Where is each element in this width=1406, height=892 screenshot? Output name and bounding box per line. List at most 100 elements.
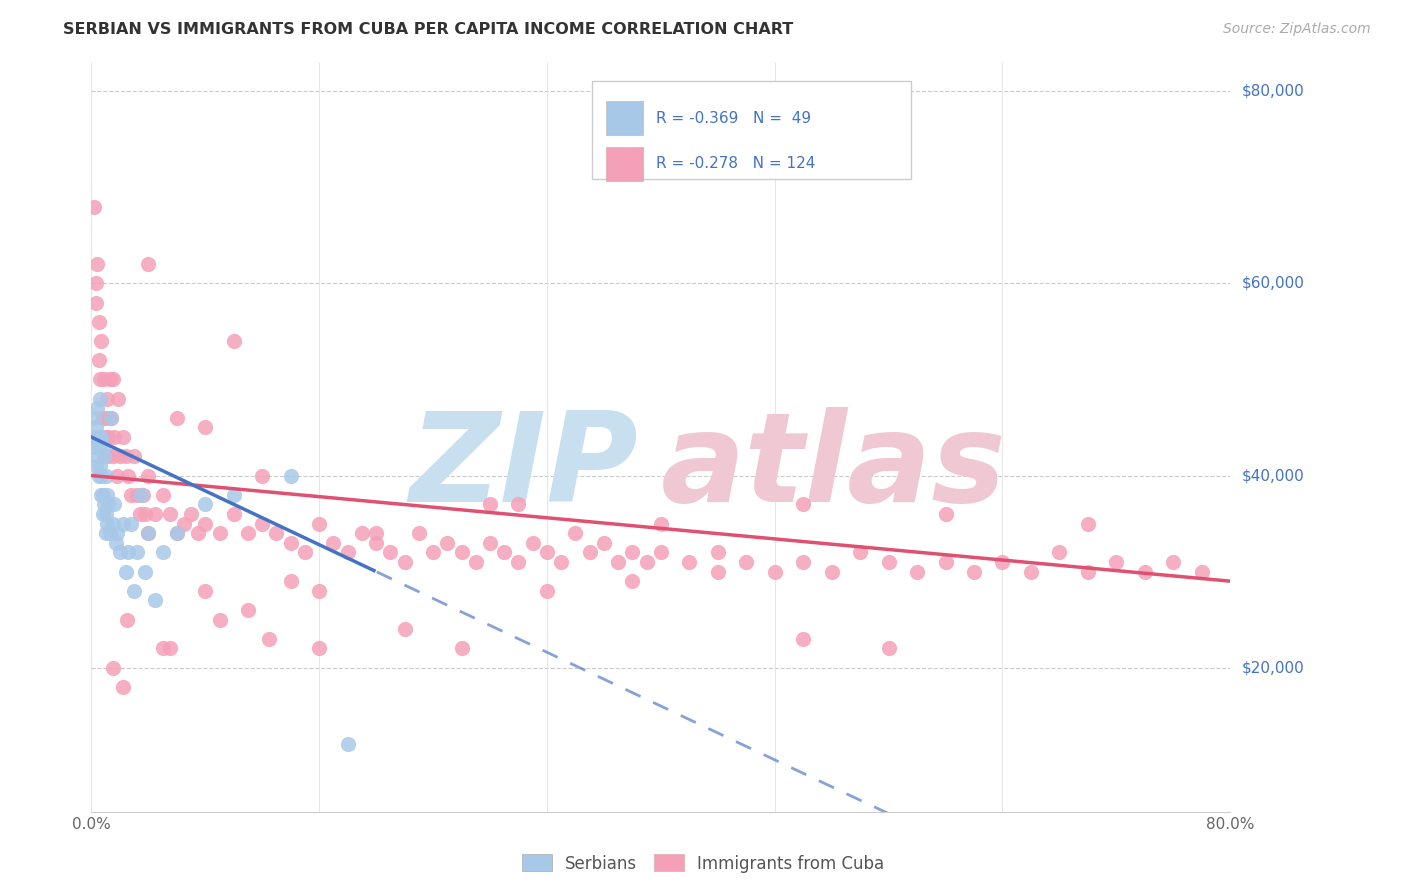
Point <box>86 257 108 271</box>
Point <box>194 420 217 434</box>
Point <box>86 450 108 464</box>
Point <box>90 334 112 348</box>
Point <box>180 507 202 521</box>
FancyBboxPatch shape <box>606 102 643 135</box>
Point <box>159 507 181 521</box>
Point <box>90 468 112 483</box>
Point <box>536 545 558 559</box>
Point <box>607 555 630 569</box>
Point <box>117 545 139 559</box>
Point <box>94 526 117 541</box>
Point <box>877 555 900 569</box>
Point <box>87 353 110 368</box>
Point <box>792 497 814 511</box>
Point <box>87 430 110 444</box>
Point <box>222 334 245 348</box>
Point <box>478 535 502 549</box>
Point <box>98 526 121 541</box>
Point <box>83 440 105 454</box>
Point <box>93 450 115 464</box>
Point <box>120 488 142 502</box>
Point <box>125 545 148 559</box>
Point <box>187 526 209 541</box>
Point <box>394 555 416 569</box>
Point <box>94 468 117 483</box>
Point <box>145 593 167 607</box>
Point <box>111 516 134 531</box>
Point <box>86 401 108 416</box>
Point <box>152 641 174 656</box>
Point <box>91 507 114 521</box>
Point <box>84 420 107 434</box>
Point <box>222 488 245 502</box>
Point <box>104 535 127 549</box>
Point <box>934 555 956 569</box>
Point <box>152 488 174 502</box>
Point <box>138 468 160 483</box>
Point <box>114 450 136 464</box>
Point <box>877 641 900 656</box>
Point <box>408 526 430 541</box>
Point <box>122 450 145 464</box>
Point <box>792 632 814 646</box>
Point <box>96 488 118 502</box>
Point <box>650 516 672 531</box>
Point <box>105 468 128 483</box>
Point <box>89 392 111 406</box>
Point <box>280 535 302 549</box>
Point <box>422 545 444 559</box>
Point <box>308 641 330 656</box>
Point <box>96 516 118 531</box>
Point <box>436 535 458 549</box>
Point <box>706 545 728 559</box>
Point <box>250 516 273 531</box>
Point <box>763 565 786 579</box>
Point <box>122 583 145 598</box>
Point <box>208 613 231 627</box>
Point <box>103 430 125 444</box>
Point <box>336 738 359 752</box>
Point <box>508 497 530 511</box>
Point <box>105 526 128 541</box>
Point <box>934 507 956 521</box>
Point <box>849 545 872 559</box>
Point <box>820 565 842 579</box>
Point <box>134 565 156 579</box>
Point <box>450 545 472 559</box>
Point <box>98 372 121 386</box>
Point <box>101 516 124 531</box>
Text: $20,000: $20,000 <box>1241 660 1305 675</box>
Point <box>101 372 124 386</box>
Point <box>90 430 112 444</box>
Point <box>91 410 114 425</box>
Point <box>138 526 160 541</box>
Point <box>1049 545 1071 559</box>
Point <box>294 545 316 559</box>
Point <box>131 488 153 502</box>
Point <box>145 507 167 521</box>
Point <box>91 488 114 502</box>
Point <box>87 315 110 329</box>
Point <box>97 430 120 444</box>
Point <box>350 526 373 541</box>
Point <box>82 430 104 444</box>
Point <box>152 545 174 559</box>
Point <box>97 450 120 464</box>
Point <box>678 555 700 569</box>
Point <box>478 497 502 511</box>
Point <box>91 440 114 454</box>
Point <box>117 468 139 483</box>
Point <box>364 535 387 549</box>
Point <box>991 555 1014 569</box>
Point <box>108 545 131 559</box>
Point <box>94 507 117 521</box>
Point <box>125 488 148 502</box>
Point <box>111 430 134 444</box>
Point <box>94 430 117 444</box>
Text: $80,000: $80,000 <box>1241 84 1305 99</box>
Point <box>101 450 124 464</box>
Point <box>636 555 658 569</box>
Point <box>100 410 122 425</box>
Text: Source: ZipAtlas.com: Source: ZipAtlas.com <box>1223 22 1371 37</box>
Point <box>84 458 107 473</box>
